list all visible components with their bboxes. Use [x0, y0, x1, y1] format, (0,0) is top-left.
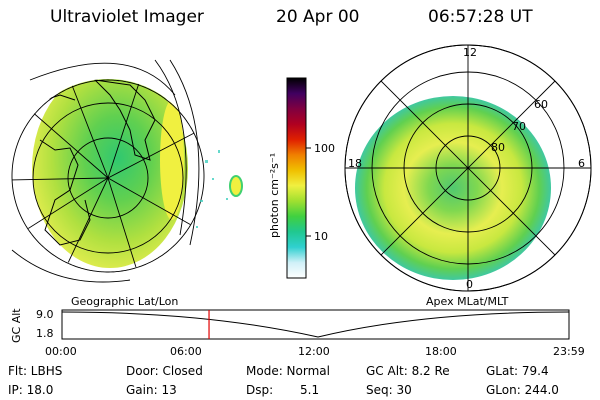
app-title: Ultraviolet Imager — [50, 7, 204, 27]
mode-info: Mode: Normal — [246, 364, 330, 378]
timeline-tick-1800: 18:00 — [425, 345, 457, 358]
mlt-0-label: 0 — [466, 278, 473, 291]
color-scale-bar — [286, 77, 311, 279]
seq-info: Seq: 30 — [366, 383, 412, 397]
dsp-value: 5.1 — [300, 383, 320, 397]
colorbar-tick-10: 10 — [314, 230, 328, 243]
colorbar-tick-100: 100 — [314, 142, 335, 155]
orbit-timeline — [61, 309, 570, 340]
mlat-70-label: 70 — [512, 120, 526, 133]
mlt-18-label: 18 — [348, 157, 362, 170]
mlat-60-label: 60 — [534, 98, 548, 111]
mlt-12-label: 12 — [463, 46, 477, 59]
mlt-6-label: 6 — [578, 157, 585, 170]
glat-info: GLat: 79.4 — [486, 364, 549, 378]
geographic-image — [11, 59, 243, 283]
timeline-ymin-label: 1.8 — [36, 327, 54, 340]
filter-info: Flt: LBHS — [8, 364, 63, 378]
timeline-ymax-label: 9.0 — [36, 308, 54, 321]
ip-info: IP: 18.0 — [8, 383, 54, 397]
glon-info: GLon: 244.0 — [486, 383, 559, 397]
dsp-label: Dsp: — [246, 383, 274, 397]
gc-alt-info: GC Alt: 8.2 Re — [366, 364, 450, 378]
polar-mlat-mlt-plot — [344, 44, 592, 292]
right-panel-label: Apex MLat/MLT — [426, 295, 509, 308]
door-info: Door: Closed — [126, 364, 203, 378]
timeline-axis-label: GC Alt — [10, 308, 23, 343]
timeline-tick-0600: 06:00 — [170, 345, 202, 358]
time-label: 06:57:28 UT — [428, 7, 533, 27]
left-panel-label: Geographic Lat/Lon — [71, 295, 179, 308]
colorbar-unit-label: photon cm⁻²s⁻¹ — [268, 152, 281, 238]
timeline-tick-1200: 12:00 — [298, 345, 330, 358]
timeline-tick-0000: 00:00 — [45, 345, 77, 358]
timeline-tick-2359: 23:59 — [553, 345, 585, 358]
gain-info: Gain: 13 — [126, 383, 177, 397]
mlat-80-label: 80 — [491, 141, 505, 154]
date-label: 20 Apr 00 — [276, 7, 360, 27]
